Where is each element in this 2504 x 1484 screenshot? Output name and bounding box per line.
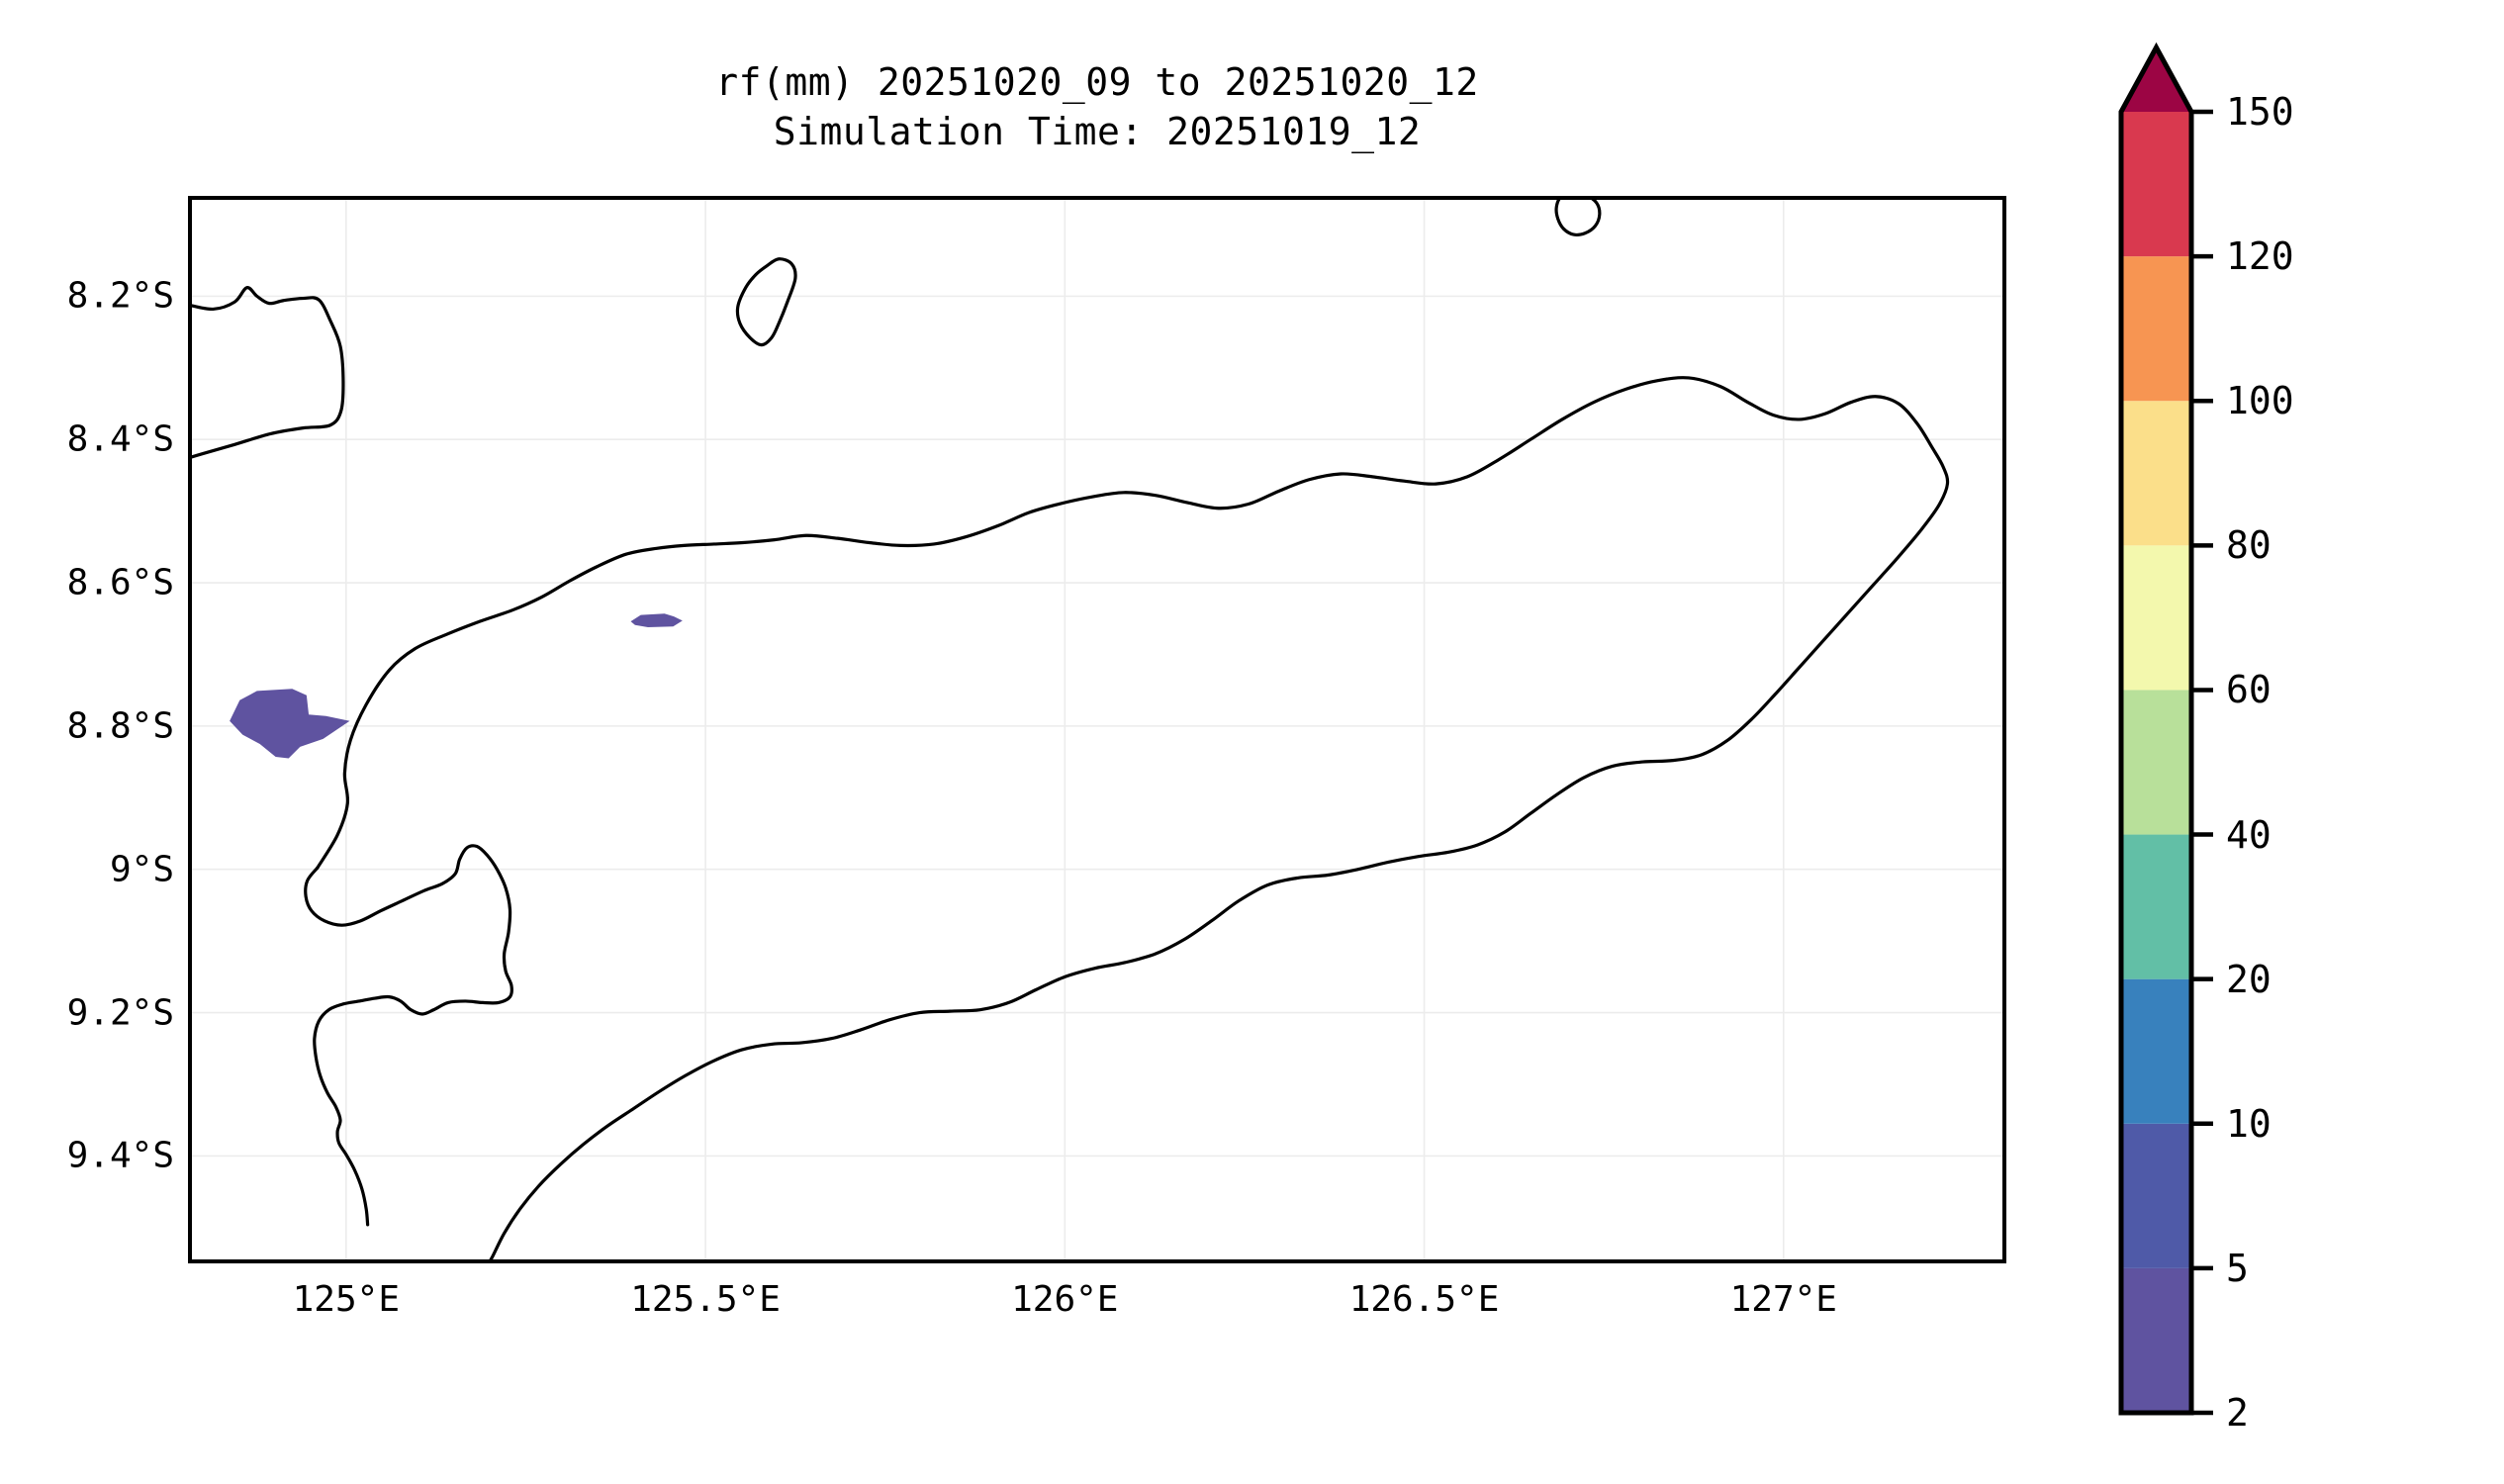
y-tick-label: 9.2°S [66,992,174,1034]
colorbar-tick-label: 100 [2226,379,2294,423]
colorbar-tick-label: 5 [2226,1246,2249,1290]
colorbar-outline [2118,42,2194,1416]
gridlines-layer [192,200,2002,1259]
y-tick-label: 8.2°S [66,275,174,317]
colorbar-band-20-40 [2121,834,2191,979]
colorbar-band-60-80 [2121,545,2191,691]
colorbar-band-2-5 [2121,1267,2191,1413]
colorbar[interactable]: 2 5 10 20 40 60 80 100 120 150 [2118,40,2446,1435]
coastline-northeast-small-island [1554,200,1602,236]
y-tick-label: 9.4°S [66,1135,174,1176]
colorbar-tick-label: 80 [2226,523,2272,568]
y-tick-label: 8.4°S [66,418,174,460]
title-line-2: Simulation Time: 20251019_12 [773,110,1422,154]
colorbar-band-40-60 [2121,690,2191,835]
colorbar-tick-label: 40 [2226,812,2272,857]
colorbar-tick-label: 20 [2226,957,2272,1001]
colorbar-tick-label: 120 [2226,234,2294,279]
colorbar-border [2118,42,2194,1416]
coastline-timor-north-coast [316,376,1950,1259]
colorbar-band-80-100 [2121,401,2191,546]
title-line-1: rf(mm) 20251020_09 to 20251020_12 [715,60,1479,104]
coastline-atauro-island [735,257,797,347]
colorbar-band-5-10 [2121,1123,2191,1268]
colorbar-tick-label: 60 [2226,668,2272,712]
coastline-oecusse-enclave-border [304,844,513,1227]
x-tick-label: 126.5°E [1348,1279,1500,1320]
colorbar-bands [2121,47,2191,1413]
rainfall-region-secondary-rain-sliver [630,613,683,627]
colorbar-tick-label: 150 [2226,90,2294,134]
coastlines-layer [192,200,1950,1259]
colorbar-svg [2118,42,2213,1416]
colorbar-tick-label: 10 [2226,1101,2272,1146]
colorbar-band-100-120 [2121,256,2191,402]
x-tick-label: 127°E [1729,1279,1837,1320]
rainfall-contour-layer [230,613,683,759]
colorbar-band-10-20 [2121,978,2191,1124]
coastline-wetar-south-coast [192,286,345,459]
x-tick-label: 125.5°E [630,1279,781,1320]
rainfall-region-main-rain-patch [230,689,350,759]
y-tick-label: 9°S [109,849,174,890]
map-plot-area[interactable] [188,196,2006,1263]
colorbar-tick-label: 2 [2226,1391,2249,1435]
map-svg [192,200,2002,1259]
colorbar-ticks [2191,109,2213,1416]
chart-title: rf(mm) 20251020_09 to 20251020_12 Simula… [188,57,2006,156]
colorbar-over-triangle [2121,47,2191,112]
x-tick-label: 125°E [292,1279,400,1320]
colorbar-band-120-150 [2121,112,2191,257]
y-tick-label: 8.8°S [66,705,174,747]
y-tick-label: 8.6°S [66,562,174,603]
x-tick-label: 126°E [1011,1279,1119,1320]
